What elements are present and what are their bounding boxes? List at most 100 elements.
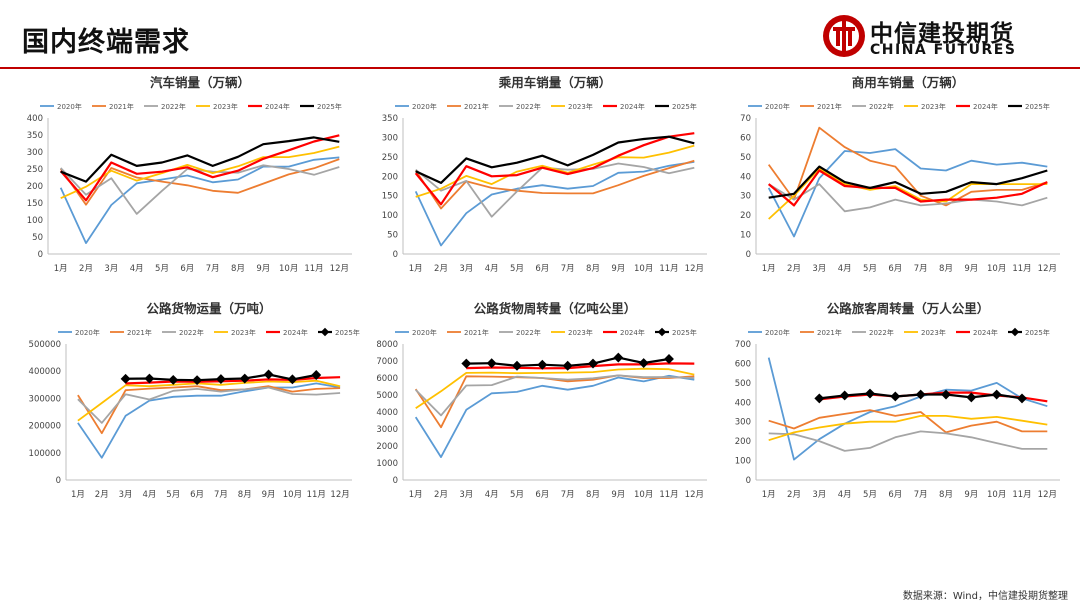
legend-label: 2021年	[464, 102, 489, 111]
data-point-marker	[814, 393, 825, 404]
x-tick-label: 4月	[485, 490, 499, 500]
y-tick-label: 0	[746, 250, 751, 260]
legend-label: 2021年	[127, 328, 152, 337]
x-tick-label: 1月	[409, 264, 423, 274]
legend-label: 2022年	[516, 328, 541, 337]
series-line	[768, 415, 1048, 442]
x-tick-label: 11月	[659, 264, 678, 274]
data-point-marker	[287, 374, 298, 385]
y-tick-label: 300	[382, 133, 398, 143]
data-point-marker	[215, 374, 226, 385]
chart-title: 商用车销量（万辆）	[852, 75, 965, 90]
x-tick-label: 2月	[434, 264, 448, 274]
chart-passenger-car-sales: 乘用车销量（万辆） 2020年 2021年 2022年 2023年 2024年 2025年 0…	[365, 72, 715, 292]
chart-title: 公路货物运量（万吨）	[146, 301, 271, 316]
series-line	[60, 136, 340, 183]
y-tick-label: 200000	[29, 422, 61, 432]
series-line	[767, 148, 1048, 238]
y-tick-label: 0	[393, 476, 398, 486]
x-tick-label: 9月	[262, 490, 276, 500]
series-line	[77, 385, 341, 435]
chart-title: 公路货物周转量（亿吨公里）	[474, 301, 637, 316]
data-point-marker	[865, 388, 875, 399]
x-tick-label: 2月	[95, 490, 109, 500]
x-tick-label: 11月	[307, 490, 326, 500]
x-tick-label: 6月	[535, 490, 549, 500]
x-tick-label: 5月	[155, 264, 169, 274]
x-tick-label: 8月	[586, 490, 600, 500]
x-tick-label: 8月	[939, 490, 953, 500]
chart-svg: 商用车销量（万辆） 2020年 2021年 2022年 2023年 2024年 2025年 0…	[740, 75, 1060, 274]
chart-commercial-vehicle-sales: 商用车销量（万辆） 2020年 2021年 2022年 2023年 2024年 2025年 0…	[718, 72, 1068, 292]
legend-label: 2023年	[213, 102, 238, 111]
y-tick-label: 150	[382, 192, 398, 202]
data-point-marker	[991, 389, 1002, 400]
x-tick-label: 3月	[459, 264, 473, 274]
legend-label: 2020年	[75, 328, 100, 337]
data-point-marker	[664, 354, 674, 364]
x-tick-label: 4月	[485, 264, 499, 274]
legend-label: 2022年	[179, 328, 204, 337]
chart-road-passenger-turnover: 公路旅客周转量（万人公里） 2020年 2021年 2022年 2023年 2024年 20…	[718, 298, 1068, 518]
data-point-marker	[263, 369, 274, 380]
chart-svg: 公路旅客周转量（万人公里） 2020年 2021年 2022年 2023年 2024年 20…	[735, 301, 1060, 500]
series-line	[768, 183, 1048, 213]
x-tick-label: 2月	[787, 264, 801, 274]
chart-svg: 乘用车销量（万辆） 2020年 2021年 2022年 2023年 2024年 2025年 0…	[382, 75, 707, 274]
legend-label: 2021年	[817, 328, 842, 337]
x-tick-label: 6月	[888, 264, 902, 274]
chart-title: 汽车销量（万辆）	[150, 75, 250, 90]
x-tick-label: 4月	[142, 490, 156, 500]
data-point-marker	[588, 358, 598, 369]
series-line	[414, 374, 695, 429]
y-tick-label: 100000	[29, 449, 61, 459]
x-tick-label: 11月	[1012, 490, 1031, 500]
series-line	[414, 161, 695, 247]
legend-label: 2025年	[317, 102, 342, 111]
legend-label: 2021年	[109, 102, 134, 111]
y-tick-label: 500	[735, 379, 751, 389]
x-tick-label: 6月	[180, 264, 194, 274]
x-tick-label: 1月	[762, 490, 776, 500]
x-tick-label: 12月	[1038, 264, 1057, 274]
data-point-marker	[890, 391, 901, 402]
y-tick-label: 6000	[376, 374, 398, 384]
x-tick-label: 8月	[238, 490, 252, 500]
y-tick-label: 40	[740, 172, 751, 182]
y-tick-label: 7000	[376, 357, 398, 367]
series-line	[414, 132, 695, 206]
legend-label: 2023年	[231, 328, 256, 337]
x-tick-label: 12月	[330, 264, 349, 274]
series-line	[60, 164, 340, 215]
y-tick-label: 200	[382, 172, 398, 182]
y-tick-label: 700	[735, 340, 751, 350]
data-point-marker	[192, 375, 203, 386]
x-tick-label: 6月	[888, 490, 902, 500]
series-line	[466, 362, 695, 370]
y-tick-label: 50	[387, 231, 398, 241]
series-line	[59, 158, 340, 206]
y-tick-label: 0	[393, 250, 398, 260]
legend-label: 2022年	[516, 102, 541, 111]
y-tick-label: 0	[56, 476, 61, 486]
x-tick-label: 11月	[1012, 264, 1031, 274]
x-tick-label: 1月	[71, 490, 85, 500]
header-divider	[0, 67, 1080, 69]
x-tick-label: 5月	[863, 264, 877, 274]
chart-title: 公路旅客周转量（万人公里）	[827, 301, 990, 316]
series-line	[125, 376, 341, 385]
y-tick-label: 100	[382, 211, 398, 221]
legend-label: 2023年	[568, 328, 593, 337]
x-tick-label: 10月	[283, 490, 302, 500]
x-tick-label: 3月	[119, 490, 133, 500]
data-source-note: 数据来源：Wind，中信建投期货整理	[902, 591, 1068, 602]
x-tick-label: 8月	[586, 264, 600, 274]
x-tick-label: 8月	[939, 264, 953, 274]
x-tick-label: 7月	[561, 490, 575, 500]
x-tick-label: 1月	[409, 490, 423, 500]
y-tick-label: 250	[382, 153, 398, 163]
x-tick-label: 10月	[987, 490, 1006, 500]
x-tick-label: 12月	[685, 264, 704, 274]
y-tick-label: 350	[382, 114, 398, 124]
chart-road-freight-volume: 公路货物运量（万吨） 2020年 2021年 2022年 2023年 2024年 2025年…	[10, 298, 360, 518]
